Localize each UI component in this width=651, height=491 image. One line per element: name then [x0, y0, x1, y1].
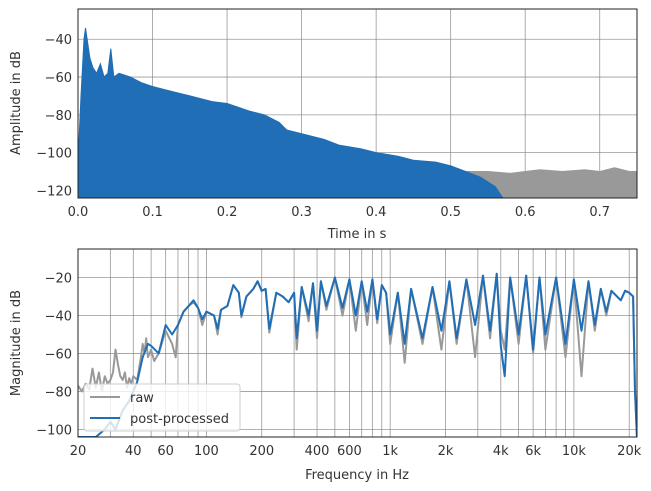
- y-tick-label: −120: [36, 184, 72, 199]
- x-tick-label: 6k: [525, 444, 541, 459]
- y-tick-label: −80: [45, 385, 72, 400]
- x-tick-label: 0.3: [291, 205, 312, 220]
- x-tick-label: 100: [194, 444, 219, 459]
- frequency-xlabel: Frequency in Hz: [305, 468, 409, 483]
- series-post-processed: [78, 272, 637, 437]
- legend: raw post-processed: [83, 383, 241, 432]
- x-tick-label: 400: [305, 444, 330, 459]
- x-tick-label: 0.6: [515, 205, 536, 220]
- y-tick-label: −40: [45, 33, 72, 48]
- legend-processed-label: post-processed: [130, 412, 229, 427]
- y-tick-label: −80: [45, 109, 72, 124]
- axes-frame: [77, 248, 638, 438]
- x-tick-label: 2k: [438, 444, 454, 459]
- y-tick-label: −60: [45, 347, 72, 362]
- y-tick-label: −100: [36, 423, 72, 438]
- time-xlabel: Time in s: [327, 227, 387, 242]
- x-tick-label: 0.1: [142, 205, 163, 220]
- y-tick-label: −60: [45, 71, 72, 86]
- x-tick-label: 4k: [493, 444, 509, 459]
- x-tick-label: 0.4: [366, 205, 387, 220]
- plot-area: [78, 272, 637, 437]
- plot-area: [78, 27, 637, 198]
- x-tick-label: 0.5: [440, 205, 461, 220]
- y-tick-label: −20: [45, 271, 72, 286]
- frequency-ylabel: Magnitude in dB: [9, 290, 24, 396]
- x-tick-label: 10k: [562, 444, 587, 459]
- x-tick-label: 200: [249, 444, 274, 459]
- y-tick-label: −40: [45, 309, 72, 324]
- time-plot: 0.0 0.1 0.2 0.3 0.4 0.5 0.6 0.7 −40 −60 −80 −100 −12…: [36, 8, 638, 220]
- series-post-processed: [78, 27, 504, 198]
- x-tick-label: 0.2: [217, 205, 238, 220]
- x-tick-label: 1k: [382, 444, 398, 459]
- x-tick-label: 0.0: [68, 205, 89, 220]
- x-tick-label: 20k: [617, 444, 642, 459]
- x-tick-label: 40: [125, 444, 142, 459]
- x-tick-label: 20: [70, 444, 87, 459]
- x-tick-label: 0.7: [589, 205, 610, 220]
- axes-frame: [77, 8, 638, 199]
- x-tick-label: 600: [337, 444, 362, 459]
- time-ylabel: Amplitude in dB: [9, 51, 24, 155]
- legend-raw-label: raw: [130, 391, 154, 406]
- x-tick-label: 60: [157, 444, 174, 459]
- y-tick-label: −100: [36, 147, 72, 162]
